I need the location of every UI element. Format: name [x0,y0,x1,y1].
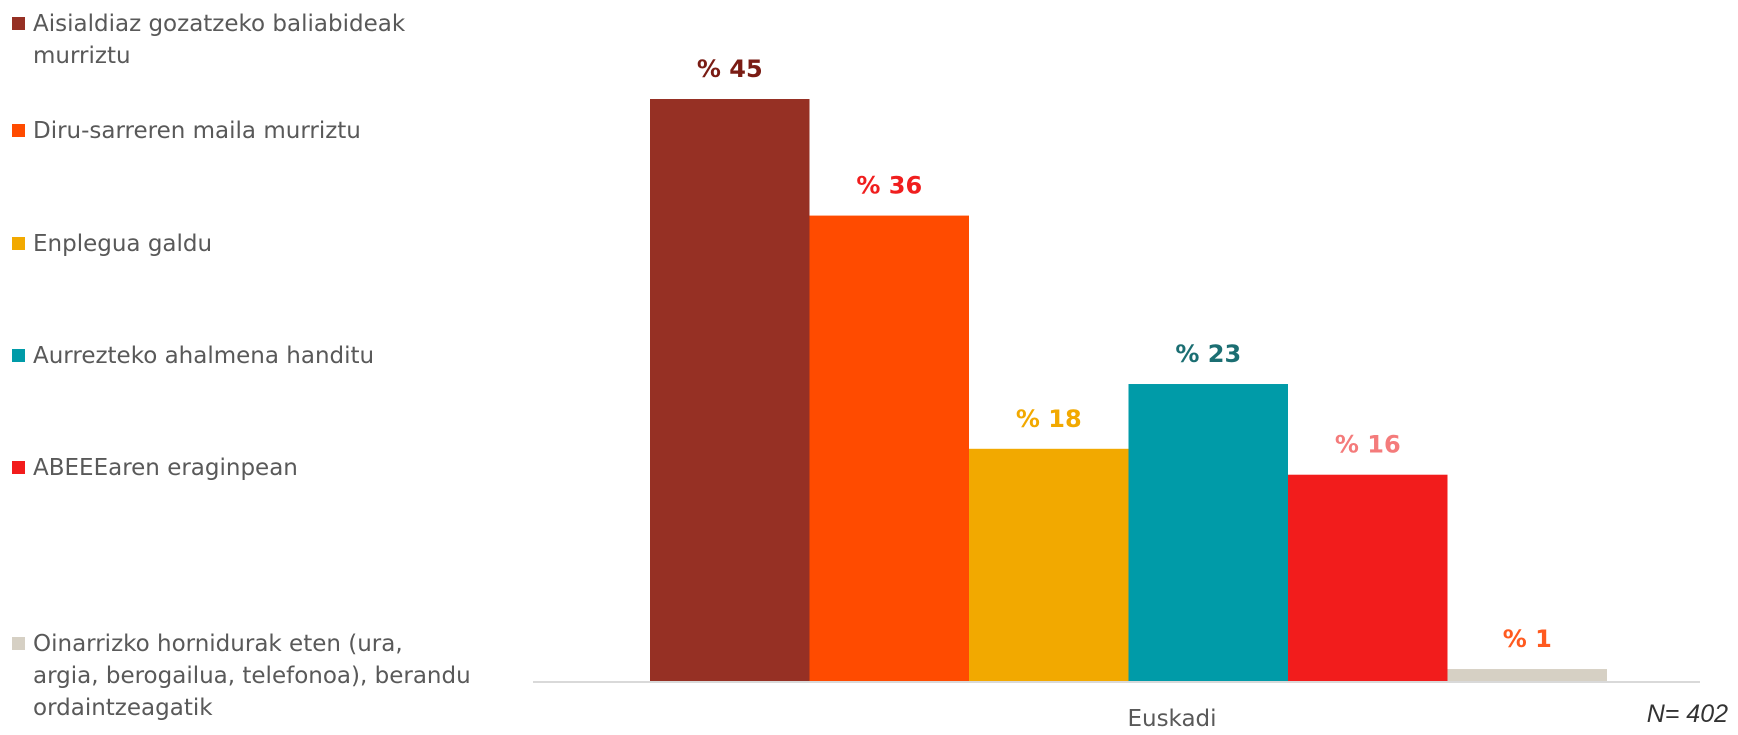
data-label-5: % 16 [1335,431,1401,459]
bar-4 [1128,384,1288,682]
legend-item: Aurrezteko ahalmena handitu [12,340,463,372]
legend-swatch [12,637,25,650]
legend-item: Enplegua galdu [12,228,463,260]
legend-swatch [12,461,25,474]
data-label-2: % 36 [856,172,922,200]
data-label-1: % 45 [697,55,763,83]
x-tick-label: Euskadi [1127,706,1216,732]
legend-swatch [12,237,25,250]
legend-item: Oinarrizko hornidurak eten (ura, argia, … [12,628,473,724]
legend-label: ABEEEaren eraginpean [33,455,298,481]
bars-group [650,99,1607,682]
bar-2 [809,215,969,682]
legend-item: Aisialdiaz gozatzeko baliabideak murrizt… [12,8,463,72]
legend-item: ABEEEaren eraginpean [12,452,463,484]
data-label-3: % 18 [1016,405,1082,433]
legend-swatch [12,349,25,362]
data-label-4: % 23 [1175,340,1241,368]
legend-label: Diru-sarreren maila murriztu [33,118,361,144]
sample-size-note: N= 402 [1646,700,1728,728]
bar-3 [969,448,1129,682]
data-label-6: % 1 [1503,625,1552,653]
legend-swatch [12,124,25,137]
data-labels-group: % 45 % 36 % 18 % 23 % 16 % 1 [697,55,1552,653]
legend-label: Aurrezteko ahalmena handitu [33,343,375,369]
bar-5 [1288,474,1448,682]
legend-swatch [12,17,25,30]
bar-6 [1447,669,1607,682]
legend-item: Diru-sarreren maila murriztu [12,115,463,147]
legend-label: Oinarrizko hornidurak eten (ura, argia, … [33,631,471,721]
legend-label: Aisialdiaz gozatzeko baliabideak murrizt… [33,11,406,69]
bar-1 [650,99,810,682]
legend-label: Enplegua galdu [33,231,213,257]
chart-legend: Aisialdiaz gozatzeko baliabideak murrizt… [12,0,482,735]
